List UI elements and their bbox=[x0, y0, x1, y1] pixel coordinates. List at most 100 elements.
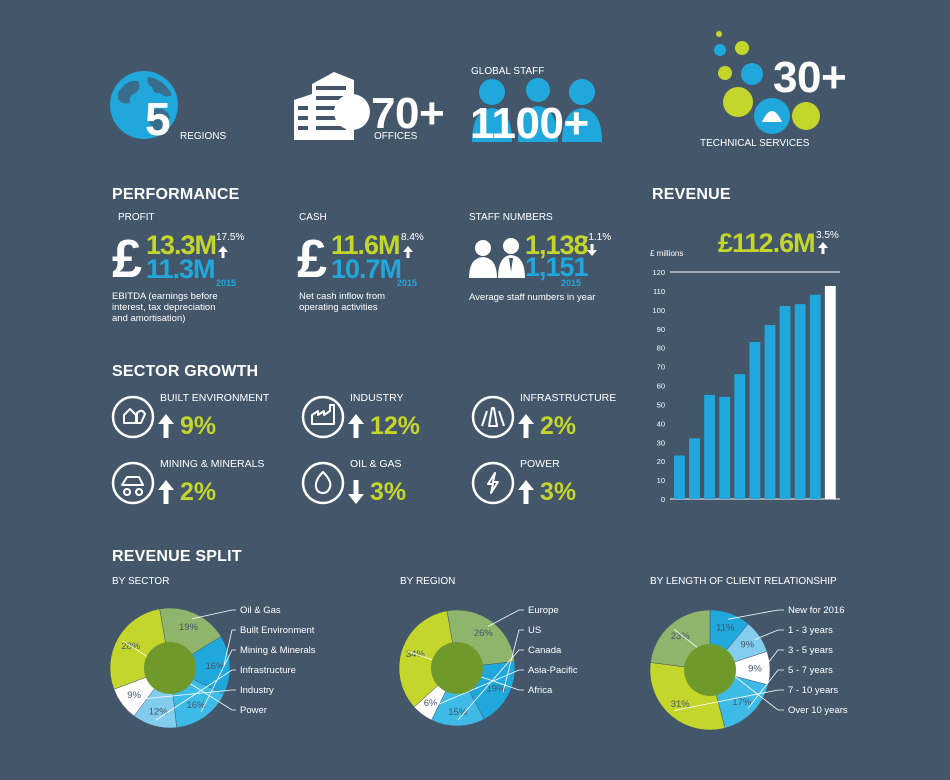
slice-value-label: 9% bbox=[748, 664, 762, 675]
leader-line bbox=[457, 649, 524, 721]
global-staff-label: GLOBAL STAFF bbox=[471, 66, 545, 77]
revenue-title: REVENUE bbox=[652, 186, 731, 203]
slice-category-label: Built Environment bbox=[240, 625, 315, 636]
building-icon bbox=[294, 72, 370, 140]
profit-previous: 11.3M bbox=[146, 254, 216, 284]
slice-value-label: 11% bbox=[716, 623, 735, 634]
slice-category-label: 7 - 10 years bbox=[788, 685, 838, 696]
revenue-bar bbox=[674, 455, 685, 499]
sector-industry: INDUSTRY 12% bbox=[300, 392, 460, 448]
slice-category-label: Africa bbox=[528, 685, 553, 696]
profit-currency: £ bbox=[112, 229, 143, 289]
y-tick-label: 120 bbox=[652, 268, 665, 277]
road-icon bbox=[471, 395, 515, 439]
sector-value: 2% bbox=[540, 412, 577, 440]
service-bubbles-icon bbox=[714, 31, 820, 134]
arrow-up-icon bbox=[218, 246, 228, 258]
cash-current: 11.6M bbox=[331, 230, 401, 260]
leader-line bbox=[192, 609, 236, 620]
leader-line bbox=[747, 669, 784, 709]
pie-title-sector: BY SECTOR bbox=[112, 576, 170, 587]
arrow-up-icon bbox=[518, 414, 534, 438]
slice-value-label: 16% bbox=[205, 661, 225, 672]
services-number: 30+ bbox=[773, 53, 847, 102]
staff-note: Average staff numbers in year bbox=[469, 292, 596, 303]
staff-current: 1,138 bbox=[525, 230, 589, 260]
cash-previous: 10.7M bbox=[331, 254, 402, 284]
services-label: TECHNICAL SERVICES bbox=[700, 138, 810, 149]
y-tick-label: 10 bbox=[657, 476, 665, 485]
donut-center bbox=[431, 642, 483, 694]
slice-category-label: Industry bbox=[240, 685, 274, 696]
slice-value-label: 6% bbox=[424, 698, 438, 709]
staff-people-icon bbox=[469, 238, 525, 278]
y-tick-label: 100 bbox=[652, 306, 665, 315]
leader-line bbox=[200, 649, 236, 713]
leader-line bbox=[155, 669, 236, 721]
slice-value-label: 19% bbox=[486, 684, 506, 695]
region-donut-chart: 26%Europe19%US15%Canada6%Asia-Pacific34%… bbox=[398, 605, 578, 727]
y-axis-label: £ millions bbox=[650, 249, 683, 258]
y-tick-label: 60 bbox=[657, 382, 665, 391]
slice-category-label: Mining & Minerals bbox=[240, 645, 316, 656]
leader-line bbox=[223, 629, 236, 666]
slice-value-label: 31% bbox=[671, 699, 691, 710]
sector-value: 12% bbox=[370, 412, 421, 440]
sector-name: POWER bbox=[520, 458, 560, 470]
revenue-bar bbox=[794, 304, 806, 499]
globe-icon bbox=[110, 71, 178, 139]
slice-value-label: 16% bbox=[186, 700, 206, 711]
offices-label: OFFICES bbox=[374, 131, 418, 142]
slice-value-label: 26% bbox=[474, 628, 494, 639]
revenue-bar bbox=[779, 306, 791, 499]
cash-year: 2015 bbox=[397, 278, 418, 288]
revenue-bar bbox=[719, 396, 731, 499]
arrow-up-icon bbox=[158, 414, 174, 438]
slice-category-label: Over 10 years bbox=[788, 705, 848, 716]
revenue-bar-chart: £ millions 0 10 20 30 40 50 60 70 80 90 100 110 120 bbox=[650, 249, 840, 504]
sector-oil-gas: OIL & GAS 3% bbox=[300, 458, 460, 514]
cash-change: 8.4% bbox=[401, 232, 424, 243]
sector-power: POWER 3% bbox=[470, 458, 630, 514]
relationship-donut-chart: 11% New for 2016 9% 1 - 3 years 9% 3 - 5 year… bbox=[649, 605, 848, 730]
cash-note: Net cash inflow from operating activitie… bbox=[299, 291, 386, 313]
y-tick-label: 50 bbox=[657, 400, 665, 409]
arrow-up-icon bbox=[518, 480, 534, 504]
revenue-value: £112.6M bbox=[718, 228, 816, 258]
slice-category-label: Canada bbox=[528, 645, 562, 656]
performance-title: PERFORMANCE bbox=[112, 186, 240, 203]
sector-built-environment: BUILT ENVIRONMENT 9% bbox=[110, 392, 270, 448]
sector-value: 3% bbox=[370, 478, 407, 506]
revenue-split-title: REVENUE SPLIT bbox=[112, 548, 242, 565]
slice-value-label: 23% bbox=[671, 631, 691, 642]
leader-line bbox=[728, 609, 784, 620]
leader-line bbox=[674, 689, 784, 711]
cash-label: CASH bbox=[299, 212, 327, 223]
donut-slice bbox=[431, 667, 485, 727]
leader-line bbox=[487, 609, 524, 627]
sector-name: BUILT ENVIRONMENT bbox=[160, 392, 270, 404]
sector-mining-minerals: MINING & MINERALS 2% bbox=[110, 458, 270, 514]
arrow-down-icon bbox=[348, 480, 364, 504]
sector-name: OIL & GAS bbox=[350, 458, 402, 470]
slice-category-label: 1 - 3 years bbox=[788, 625, 833, 636]
regions-label: REGIONS bbox=[180, 131, 227, 142]
slice-value-label: 17% bbox=[732, 697, 752, 708]
slice-value-label: 9% bbox=[127, 690, 141, 701]
y-tick-label: 0 bbox=[661, 495, 665, 504]
slice-category-label: 5 - 7 years bbox=[788, 665, 833, 676]
donut-slice bbox=[398, 610, 458, 708]
mining-truck-icon bbox=[111, 461, 155, 505]
slice-value-label: 9% bbox=[740, 640, 754, 651]
sector-name: INDUSTRY bbox=[350, 392, 404, 404]
profit-label: PROFIT bbox=[118, 212, 155, 223]
sector-value: 3% bbox=[540, 478, 577, 506]
slice-category-label: US bbox=[528, 625, 541, 636]
house-tree-icon bbox=[111, 395, 155, 439]
people-icon bbox=[472, 78, 602, 142]
profit-current: 13.3M bbox=[146, 230, 217, 260]
staff-previous: 1,151 bbox=[525, 252, 589, 282]
y-tick-label: 80 bbox=[657, 344, 665, 353]
y-tick-label: 90 bbox=[657, 325, 665, 334]
y-tick-label: 110 bbox=[653, 287, 665, 296]
